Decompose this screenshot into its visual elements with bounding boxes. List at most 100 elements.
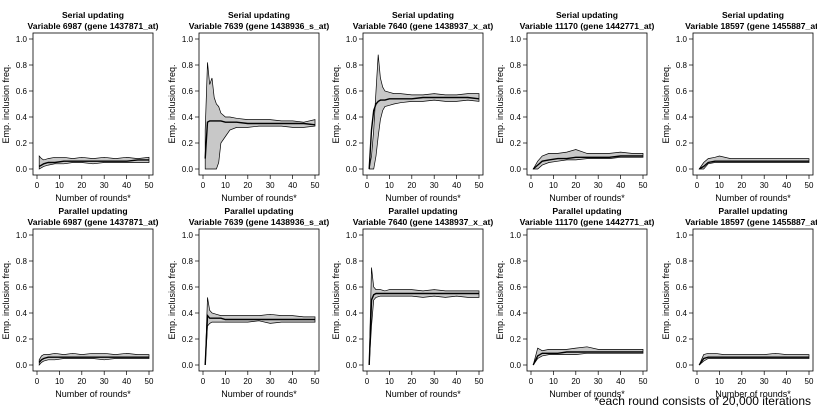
x-tick-label: 50 bbox=[639, 181, 648, 190]
y-axis-label: Emp. inclusion freq. bbox=[1, 260, 11, 339]
y-tick-label: 0.6 bbox=[676, 283, 688, 292]
x-tick-label: 0 bbox=[365, 377, 370, 386]
y-tick-label: 0.4 bbox=[16, 113, 28, 122]
plot-box bbox=[198, 32, 320, 176]
x-tick-label: 0 bbox=[35, 181, 40, 190]
confidence-band bbox=[368, 54, 480, 170]
y-tick-label: 0.0 bbox=[676, 165, 688, 174]
y-tick-label: 0.6 bbox=[510, 87, 522, 96]
y-tick-label: 1.0 bbox=[16, 231, 28, 240]
y-tick-label: 0.4 bbox=[16, 309, 28, 318]
y-tick-label: 0.0 bbox=[676, 361, 688, 370]
y-tick-label: 1.0 bbox=[676, 35, 688, 44]
x-tick-label: 20 bbox=[407, 181, 416, 190]
y-tick-label: 0.6 bbox=[16, 87, 28, 96]
y-axis-label: Emp. inclusion freq. bbox=[167, 260, 177, 339]
x-tick-label: 40 bbox=[288, 181, 297, 190]
y-tick-label: 0.0 bbox=[346, 361, 358, 370]
y-tick-label: 0.2 bbox=[182, 139, 194, 148]
y-tick-label: 0.8 bbox=[182, 257, 194, 266]
panel-title: Variable 6987 (gene 1437871_at) bbox=[28, 21, 159, 31]
x-tick-label: 40 bbox=[122, 377, 131, 386]
plot-box bbox=[362, 32, 484, 176]
y-axis-label: Emp. inclusion freq. bbox=[1, 64, 11, 143]
mean-line bbox=[38, 159, 149, 168]
x-tick-label: 30 bbox=[266, 181, 275, 190]
panel-row-title: Serial updating bbox=[556, 10, 618, 20]
y-tick-label: 1.0 bbox=[676, 231, 688, 240]
x-tick-label: 20 bbox=[243, 181, 252, 190]
x-tick-label: 20 bbox=[77, 377, 86, 386]
panel-row-title: Parallel updating bbox=[224, 206, 293, 216]
x-tick-label: 40 bbox=[782, 181, 791, 190]
x-tick-label: 30 bbox=[594, 181, 603, 190]
x-axis-label: Number of rounds* bbox=[55, 389, 131, 399]
y-tick-label: 0.6 bbox=[510, 283, 522, 292]
x-tick-label: 30 bbox=[760, 181, 769, 190]
panel-title: Variable 7639 (gene 1438936_s_at) bbox=[189, 21, 330, 31]
panel-row-title: Serial updating bbox=[722, 10, 784, 20]
plot-box bbox=[526, 228, 648, 372]
x-tick-label: 30 bbox=[100, 181, 109, 190]
footnote: *each round consists of 20,000 iteration… bbox=[594, 394, 811, 408]
panel-title: Variable 7640 (gene 1438937_x_at) bbox=[353, 217, 494, 227]
y-tick-label: 0.8 bbox=[510, 257, 522, 266]
x-tick-label: 30 bbox=[430, 181, 439, 190]
panel-row-title: Parallel updating bbox=[718, 206, 787, 216]
y-tick-label: 1.0 bbox=[346, 35, 358, 44]
confidence-band bbox=[532, 346, 644, 366]
x-tick-label: 0 bbox=[529, 181, 534, 190]
x-tick-label: 30 bbox=[760, 377, 769, 386]
y-tick-label: 1.0 bbox=[182, 35, 194, 44]
x-tick-label: 20 bbox=[407, 377, 416, 386]
y-tick-label: 0.6 bbox=[676, 87, 688, 96]
x-tick-label: 0 bbox=[365, 181, 370, 190]
mean-line bbox=[698, 160, 809, 170]
x-axis-label: Number of rounds* bbox=[715, 193, 791, 203]
y-tick-label: 0.4 bbox=[346, 113, 358, 122]
y-tick-label: 0.6 bbox=[346, 283, 358, 292]
y-tick-label: 0.8 bbox=[182, 61, 194, 70]
x-tick-label: 10 bbox=[55, 181, 64, 190]
y-tick-label: 0.0 bbox=[346, 165, 358, 174]
y-tick-label: 0.0 bbox=[16, 361, 28, 370]
y-axis-label: Emp. inclusion freq. bbox=[167, 64, 177, 143]
panel-title: Variable 6987 (gene 1437871_at) bbox=[28, 217, 159, 227]
x-tick-label: 20 bbox=[737, 181, 746, 190]
y-tick-label: 1.0 bbox=[182, 231, 194, 240]
plot-box bbox=[526, 32, 648, 176]
y-tick-label: 0.4 bbox=[182, 309, 194, 318]
x-tick-label: 10 bbox=[55, 377, 64, 386]
y-tick-label: 0.8 bbox=[16, 257, 28, 266]
y-tick-label: 0.2 bbox=[676, 139, 688, 148]
x-axis-label: Number of rounds* bbox=[549, 389, 625, 399]
x-axis-label: Number of rounds* bbox=[385, 389, 461, 399]
plot-box bbox=[362, 228, 484, 372]
mean-line bbox=[38, 356, 149, 363]
y-tick-label: 0.4 bbox=[676, 113, 688, 122]
confidence-band bbox=[38, 352, 150, 366]
panel-title: Variable 18597 (gene 1455887_at) bbox=[685, 21, 817, 31]
x-tick-label: 50 bbox=[639, 377, 648, 386]
y-tick-label: 1.0 bbox=[346, 231, 358, 240]
plot-box bbox=[692, 32, 814, 176]
y-tick-label: 1.0 bbox=[510, 35, 522, 44]
panel-title: Variable 18597 (gene 1455887_at) bbox=[685, 217, 817, 227]
x-tick-label: 30 bbox=[594, 377, 603, 386]
x-tick-label: 50 bbox=[145, 377, 154, 386]
x-tick-label: 0 bbox=[695, 181, 700, 190]
x-tick-label: 50 bbox=[805, 377, 814, 386]
y-tick-label: 0.8 bbox=[16, 61, 28, 70]
panel-row-title: Serial updating bbox=[392, 10, 454, 20]
panel-row-title: Serial updating bbox=[62, 10, 124, 20]
y-tick-label: 0.2 bbox=[16, 335, 28, 344]
x-tick-label: 50 bbox=[475, 181, 484, 190]
y-tick-label: 0.6 bbox=[346, 87, 358, 96]
